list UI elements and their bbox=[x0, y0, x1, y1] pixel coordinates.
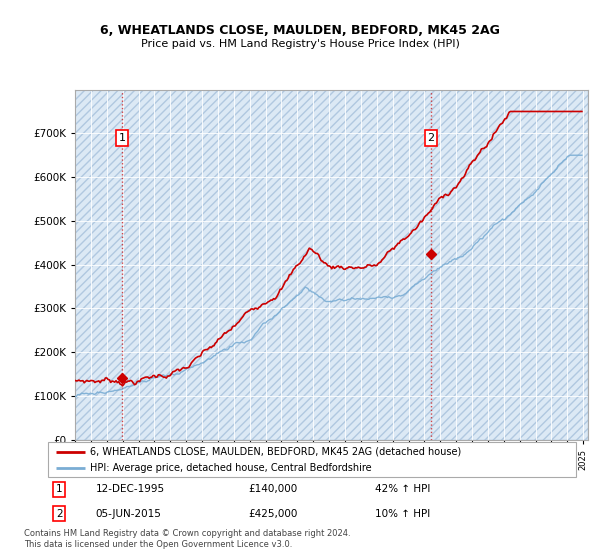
Text: 2: 2 bbox=[428, 133, 434, 143]
Text: 1: 1 bbox=[56, 484, 62, 494]
Text: Price paid vs. HM Land Registry's House Price Index (HPI): Price paid vs. HM Land Registry's House … bbox=[140, 39, 460, 49]
Text: HPI: Average price, detached house, Central Bedfordshire: HPI: Average price, detached house, Cent… bbox=[90, 463, 372, 473]
Text: 42% ↑ HPI: 42% ↑ HPI bbox=[376, 484, 431, 494]
Text: £425,000: £425,000 bbox=[248, 509, 298, 519]
FancyBboxPatch shape bbox=[48, 442, 576, 477]
Text: 05-JUN-2015: 05-JUN-2015 bbox=[95, 509, 161, 519]
Text: £140,000: £140,000 bbox=[248, 484, 298, 494]
Bar bbox=[75, 90, 588, 440]
Text: 1: 1 bbox=[118, 133, 125, 143]
Text: 6, WHEATLANDS CLOSE, MAULDEN, BEDFORD, MK45 2AG: 6, WHEATLANDS CLOSE, MAULDEN, BEDFORD, M… bbox=[100, 24, 500, 37]
Text: 2: 2 bbox=[56, 509, 62, 519]
Text: 12-DEC-1995: 12-DEC-1995 bbox=[95, 484, 164, 494]
Text: 10% ↑ HPI: 10% ↑ HPI bbox=[376, 509, 431, 519]
Text: 6, WHEATLANDS CLOSE, MAULDEN, BEDFORD, MK45 2AG (detached house): 6, WHEATLANDS CLOSE, MAULDEN, BEDFORD, M… bbox=[90, 447, 461, 457]
Text: Contains HM Land Registry data © Crown copyright and database right 2024.
This d: Contains HM Land Registry data © Crown c… bbox=[24, 529, 350, 549]
